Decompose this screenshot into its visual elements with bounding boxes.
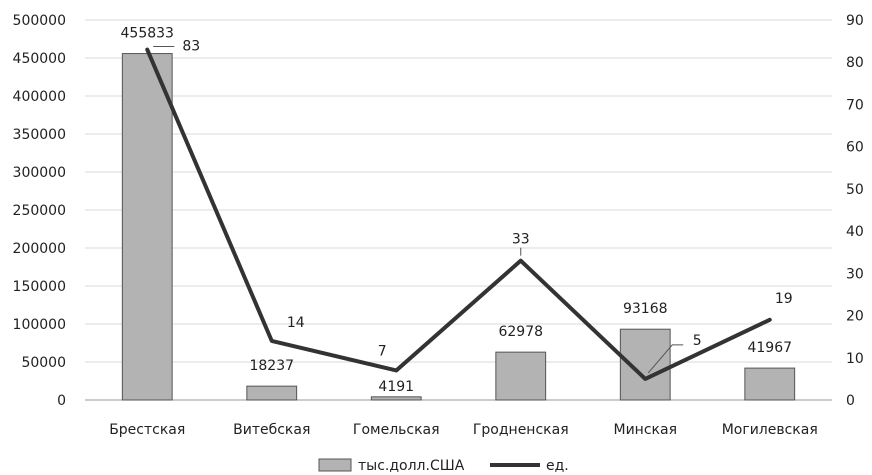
right-tick-label: 70 [846,97,864,113]
bar [744,367,796,401]
legend: тыс.долл.США ед. [318,458,569,474]
bar [370,396,422,401]
category-label: Брестская [109,422,185,438]
bar-value-label: 41967 [747,340,792,356]
legend-line-label: ед. [546,458,569,474]
bar-value-label: 4191 [378,379,414,395]
bar [121,53,173,401]
right-tick-label: 40 [846,224,864,240]
left-axis-ticks: 0 50000 100000 150000 200000 250000 300000 3500… [13,13,66,409]
legend-bar-label: тыс.долл.США [358,458,465,474]
left-tick-label: 0 [57,393,66,409]
leader-line [647,344,684,374]
category-label: Могилевская [722,422,818,438]
category-label: Витебская [233,422,310,438]
line-series: 83 14 7 33 5 19 [145,39,793,381]
right-tick-label: 50 [846,182,864,198]
right-tick-label: 20 [846,309,864,325]
right-tick-label: 0 [846,393,855,409]
category-label: Гомельская [353,422,440,438]
bar [246,385,298,401]
left-tick-label: 150000 [13,279,66,295]
line-value-label: 33 [512,232,530,248]
left-tick-label: 400000 [13,89,66,105]
category-label: Минская [614,422,678,438]
line-value-label: 5 [693,333,702,349]
bar-series: 455833 18237 4191 62978 93168 41967 [121,26,796,401]
left-tick-label: 350000 [13,127,66,143]
category-labels: Брестская Витебская Гомельская Гродненская М… [109,422,818,438]
left-tick-label: 300000 [13,165,66,181]
right-axis-ticks: 0 10 20 30 40 50 60 70 80 90 [846,13,864,409]
left-tick-label: 500000 [13,13,66,29]
right-tick-label: 30 [846,266,864,282]
line-value-label: 7 [378,343,387,359]
bar-value-label: 18237 [249,358,294,374]
bar-value-label: 93168 [623,301,668,317]
right-tick-label: 60 [846,140,864,156]
left-tick-label: 50000 [21,355,66,371]
bar-value-label: 62978 [498,324,543,340]
bar [495,351,547,401]
category-label: Гродненская [473,422,569,438]
left-tick-label: 450000 [13,51,66,67]
right-tick-label: 90 [846,13,864,29]
right-tick-label: 10 [846,351,864,367]
line-value-label: 19 [775,291,793,307]
left-tick-label: 250000 [13,203,66,219]
line-value-label: 14 [287,315,305,331]
left-tick-label: 100000 [13,317,66,333]
legend-bar-swatch [318,458,352,472]
left-tick-label: 200000 [13,241,66,257]
bar-value-label: 455833 [121,26,174,42]
gridlines [85,19,832,401]
right-tick-label: 80 [846,55,864,71]
line-value-label: 83 [182,39,200,55]
line-path [145,47,772,381]
